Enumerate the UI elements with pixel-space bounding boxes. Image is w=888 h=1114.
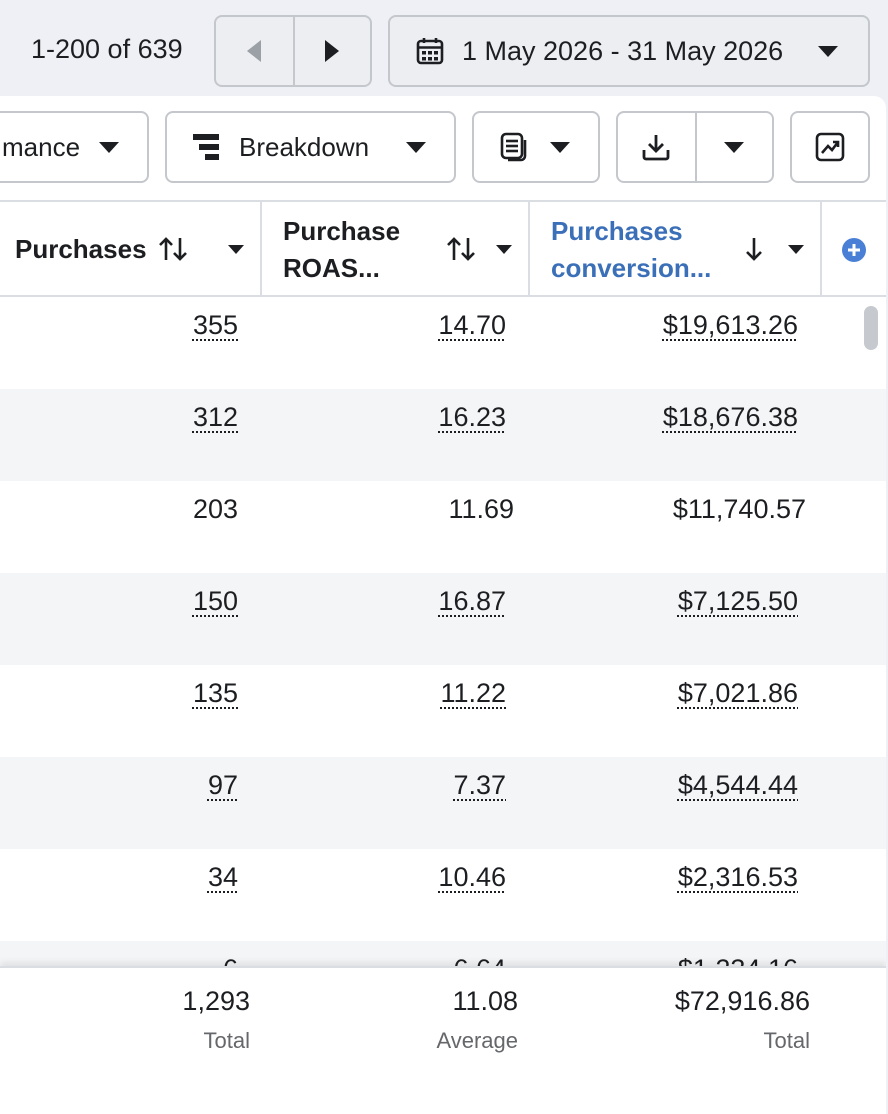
- table-row: 203 11.69 $11,740.57: [0, 481, 886, 573]
- conversion-cell[interactable]: $19,613.26: [662, 310, 798, 340]
- pagination-controls: [214, 15, 372, 87]
- roas-cell[interactable]: 10.46: [438, 862, 506, 892]
- chart-icon: [815, 132, 845, 162]
- conversion-cell[interactable]: $18,676.38: [662, 402, 798, 432]
- column-header-purchase-roas[interactable]: Purchase ROAS...: [262, 202, 530, 297]
- pagination-range: 1-200 of 639: [31, 34, 183, 64]
- date-range-label: 1 May 2026 - 31 May 2026: [462, 35, 784, 66]
- columns-icon: [500, 132, 527, 162]
- chevron-down-icon: [550, 141, 570, 153]
- columns-dropdown[interactable]: [472, 111, 600, 183]
- sort-icon[interactable]: [158, 236, 190, 262]
- conversion-cell: $11,740.57: [672, 494, 806, 524]
- table-row: 312 16.23 $18,676.38: [0, 389, 886, 481]
- conversion-cell[interactable]: $2,316.53: [677, 862, 798, 892]
- purchases-total-value: 1,293: [182, 986, 250, 1016]
- roas-cell[interactable]: 7.37: [453, 770, 506, 800]
- table-row: 97 7.37 $4,544.44: [0, 757, 886, 849]
- conversion-cell[interactable]: $7,125.50: [677, 586, 798, 616]
- table-row: 6 6.64 $1,234.16: [0, 941, 886, 969]
- table-row: 355 14.70 $19,613.26: [0, 297, 886, 389]
- roas-cell[interactable]: 11.22: [440, 678, 506, 708]
- add-column-icon[interactable]: [841, 237, 867, 263]
- column-header-label: Purchases conversion...: [551, 213, 711, 287]
- table-row: 150 16.87 $7,125.50: [0, 573, 886, 665]
- chevron-down-icon: [724, 141, 745, 153]
- purchases-cell[interactable]: 312: [192, 402, 238, 432]
- column-header-line2: conversion...: [551, 252, 712, 283]
- purchases-cell[interactable]: 150: [192, 586, 238, 616]
- purchases-cell[interactable]: 355: [192, 310, 238, 340]
- roas-average-value: 11.08: [452, 986, 518, 1016]
- charts-button[interactable]: [790, 111, 870, 183]
- conversion-total-label: Total: [763, 1028, 810, 1053]
- conversion-cell[interactable]: $7,021.86: [677, 678, 798, 708]
- table-header: Purchases Purchase ROAS...: [0, 200, 886, 297]
- roas-cell[interactable]: 16.87: [438, 586, 506, 616]
- sort-desc-icon[interactable]: [744, 236, 764, 262]
- next-page-button[interactable]: [292, 17, 370, 85]
- roas-cell[interactable]: 16.23: [438, 402, 506, 432]
- roas-cell[interactable]: 14.70: [438, 310, 506, 340]
- column-header-line2: ROAS...: [283, 252, 380, 283]
- download-icon: [643, 135, 670, 161]
- report-panel: mance Breakdown: [0, 96, 886, 1114]
- column-header-label: Purchases: [15, 234, 147, 264]
- column-menu-icon[interactable]: [496, 245, 512, 254]
- column-menu-icon[interactable]: [228, 245, 244, 254]
- purchases-total-label: Total: [203, 1028, 250, 1053]
- roas-cell: 11.69: [448, 494, 514, 524]
- roas-average-label: Average: [436, 1028, 518, 1053]
- export-controls: [616, 111, 774, 183]
- breakdown-label: Breakdown: [239, 131, 370, 162]
- table-body: 355 14.70 $19,613.26 312 16.23 $18,676.3…: [0, 297, 886, 969]
- column-header-purchases[interactable]: Purchases: [0, 202, 262, 297]
- purchases-cell[interactable]: 135: [192, 678, 238, 708]
- column-header-line1: Purchase: [283, 215, 401, 246]
- date-range-picker[interactable]: 1 May 2026 - 31 May 2026: [388, 15, 870, 87]
- purchases-cell: 203: [192, 494, 238, 524]
- previous-page-button[interactable]: [216, 17, 293, 85]
- performance-label: mance: [2, 131, 81, 162]
- conversion-cell[interactable]: $4,544.44: [677, 770, 798, 800]
- conversion-cell[interactable]: $1,234.16: [677, 954, 798, 969]
- table-summary-row: 1,293 Total 11.08 Average $72,916.86 Tot…: [0, 966, 886, 1114]
- chevron-down-icon: [818, 45, 838, 57]
- performance-dropdown[interactable]: mance: [0, 111, 149, 183]
- chevron-left-icon: [247, 40, 262, 62]
- purchases-cell[interactable]: 6: [222, 954, 238, 969]
- calendar-icon: [416, 38, 444, 65]
- purchases-cell[interactable]: 97: [207, 770, 238, 800]
- roas-cell[interactable]: 6.64: [453, 954, 506, 969]
- chevron-right-icon: [325, 40, 340, 62]
- export-button[interactable]: [618, 113, 695, 181]
- chevron-down-icon: [406, 141, 426, 153]
- breakdown-dropdown[interactable]: Breakdown: [165, 111, 456, 183]
- column-header-purchases-conversion[interactable]: Purchases conversion...: [530, 202, 822, 297]
- vertical-scrollbar[interactable]: [864, 306, 878, 350]
- purchases-cell[interactable]: 34: [207, 862, 238, 892]
- sort-icon[interactable]: [446, 236, 478, 262]
- add-column-cell: [822, 202, 886, 297]
- table-row: 34 10.46 $2,316.53: [0, 849, 886, 941]
- column-header-line1: Purchases: [551, 215, 683, 246]
- chevron-down-icon: [99, 141, 119, 153]
- conversion-total-value: $72,916.86: [674, 986, 810, 1016]
- column-menu-icon[interactable]: [788, 245, 804, 254]
- column-header-label: Purchase ROAS...: [283, 213, 400, 287]
- export-options-dropdown[interactable]: [694, 113, 772, 181]
- breakdown-icon: [193, 134, 219, 160]
- table-row: 135 11.22 $7,021.86: [0, 665, 886, 757]
